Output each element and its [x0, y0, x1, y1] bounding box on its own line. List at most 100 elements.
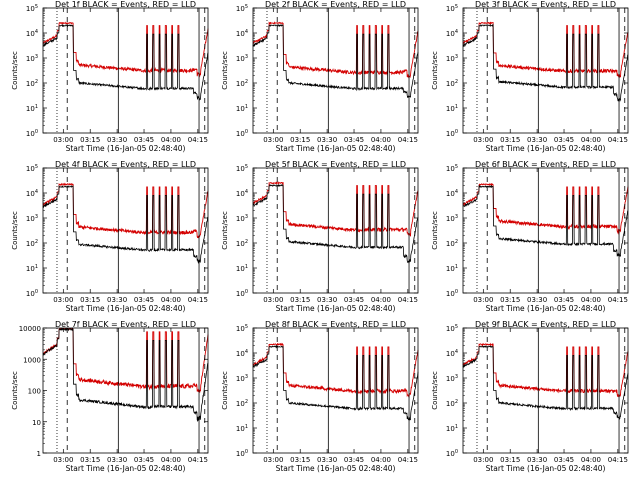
axes-frame [252, 7, 419, 134]
x-tick-label: 03:15 [80, 456, 100, 464]
axes-frame [462, 327, 629, 454]
y-tick-label: 100 [236, 129, 248, 138]
y-tick-label: 105 [446, 164, 458, 173]
x-tick-label: 04:00 [161, 456, 181, 464]
axes-frame [462, 7, 629, 134]
x-tick-label: 04:15 [188, 296, 208, 304]
x-tick-label: 03:00 [263, 456, 283, 464]
x-tick-label: 03:45 [134, 456, 154, 464]
series-events [462, 23, 629, 103]
y-tick-label: 105 [236, 164, 248, 173]
y-tick-label: 103 [446, 374, 458, 383]
x-axis-label: Start Time (16-Jan-05 02:48:40) [66, 144, 186, 153]
y-tick-label: 101 [446, 104, 458, 113]
y-tick-label: 103 [26, 54, 38, 63]
y-tick-label: 104 [236, 189, 248, 198]
x-axis-label: Start Time (16-Jan-05 02:48:40) [66, 464, 186, 473]
y-tick-label: 103 [446, 214, 458, 223]
x-tick-label: 03:15 [500, 136, 520, 144]
y-axis-label: Counts/sec [11, 371, 19, 410]
y-tick-label: 101 [26, 264, 38, 273]
panel-title: Det 6f BLACK = Events, RED = LLD [475, 160, 616, 169]
x-tick-label: 03:45 [344, 456, 364, 464]
y-tick-label: 100 [446, 449, 458, 458]
y-tick-label: 100 [26, 289, 38, 298]
x-tick-label: 03:30 [107, 296, 127, 304]
y-tick-label: 104 [446, 29, 458, 38]
x-axis-label: Start Time (16-Jan-05 02:48:40) [486, 464, 606, 473]
series-lld [42, 182, 209, 239]
x-axis-label: Start Time (16-Jan-05 02:48:40) [486, 304, 606, 313]
x-tick-label: 04:15 [608, 296, 628, 304]
y-tick-label: 103 [236, 374, 248, 383]
y-tick-label: 102 [236, 399, 248, 408]
y-tick-label: 102 [446, 239, 458, 248]
y-tick-label: 101 [236, 424, 248, 433]
y-axis-label: Counts/sec [221, 371, 229, 410]
y-tick-label: 101 [236, 104, 248, 113]
detector-panel-2: Det 2f BLACK = Events, RED = LLD 03:00 03:… [221, 0, 419, 153]
series-lld [42, 327, 209, 393]
x-tick-label: 03:00 [473, 296, 493, 304]
y-tick-label: 100 [446, 129, 458, 138]
y-tick-label: 105 [236, 324, 248, 333]
x-tick-label: 03:45 [134, 296, 154, 304]
y-tick-label: 104 [446, 189, 458, 198]
x-tick-label: 04:15 [188, 136, 208, 144]
x-tick-label: 03:45 [554, 136, 574, 144]
panel-title: Det 9f BLACK = Events, RED = LLD [475, 320, 616, 329]
y-tick-label: 103 [446, 54, 458, 63]
x-tick-label: 03:00 [53, 456, 73, 464]
series-events [42, 23, 209, 101]
series-events [252, 183, 419, 264]
x-tick-label: 03:30 [527, 136, 547, 144]
panel-title: Det 8f BLACK = Events, RED = LLD [265, 320, 406, 329]
y-tick-label: 1000 [23, 356, 41, 364]
panel-title: Det 2f BLACK = Events, RED = LLD [265, 0, 406, 9]
y-axis-label: Counts/sec [431, 51, 439, 90]
series-events [42, 185, 209, 264]
panel-title: Det 4f BLACK = Events, RED = LLD [55, 160, 196, 169]
detector-panel-5: Det 5f BLACK = Events, RED = LLD 03:00 03:… [221, 160, 419, 313]
series-events [462, 345, 629, 421]
detector-panel-9: Det 9f BLACK = Events, RED = LLD 03:00 03:… [431, 320, 629, 473]
detector-panel-3: Det 3f BLACK = Events, RED = LLD 03:00 03:… [431, 0, 629, 153]
y-tick-label: 100 [28, 388, 41, 396]
series-lld [252, 21, 419, 79]
series-lld [42, 21, 209, 78]
x-tick-label: 03:15 [80, 296, 100, 304]
x-tick-label: 04:15 [398, 456, 418, 464]
series-events [462, 184, 629, 258]
x-tick-label: 03:15 [290, 296, 310, 304]
axes-frame [252, 327, 419, 454]
x-tick-label: 04:15 [608, 456, 628, 464]
y-tick-label: 101 [26, 104, 38, 113]
y-tick-label: 105 [26, 164, 38, 173]
x-tick-label: 03:30 [317, 456, 337, 464]
detector-panel-1: Det 1f BLACK = Events, RED = LLD 03:00 03:… [11, 0, 209, 153]
panel-title: Det 1f BLACK = Events, RED = LLD [55, 0, 196, 9]
y-tick-label: 104 [26, 189, 38, 198]
axes-frame [42, 167, 209, 294]
x-tick-label: 03:45 [554, 456, 574, 464]
x-tick-label: 04:15 [398, 136, 418, 144]
y-tick-label: 10 [32, 419, 41, 427]
detector-panel-4: Det 4f BLACK = Events, RED = LLD 03:00 03:… [11, 160, 209, 313]
x-axis-label: Start Time (16-Jan-05 02:48:40) [486, 144, 606, 153]
x-tick-label: 03:00 [53, 296, 73, 304]
axes-frame [42, 7, 209, 134]
axes-frame [42, 327, 209, 454]
x-axis-label: Start Time (16-Jan-05 02:48:40) [276, 144, 396, 153]
y-tick-label: 105 [236, 4, 248, 13]
x-tick-label: 04:15 [608, 136, 628, 144]
y-tick-label: 102 [236, 79, 248, 88]
y-tick-label: 102 [26, 239, 38, 248]
x-tick-label: 04:00 [581, 456, 601, 464]
y-tick-label: 10000 [19, 325, 41, 333]
y-tick-label: 101 [446, 264, 458, 273]
series-events [252, 344, 419, 422]
series-lld [462, 342, 629, 398]
y-tick-label: 100 [236, 289, 248, 298]
x-tick-label: 04:00 [161, 296, 181, 304]
